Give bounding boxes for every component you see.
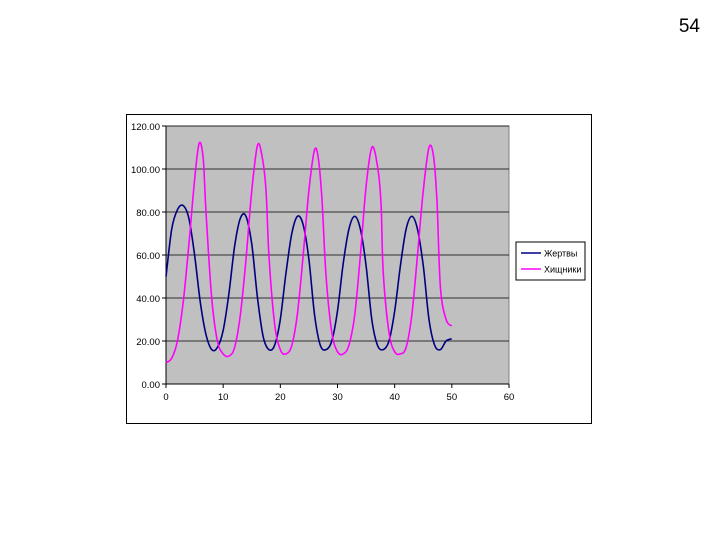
y-tick-label: 80.00 bbox=[136, 208, 160, 219]
x-tick-label: 20 bbox=[275, 392, 286, 403]
x-tick-label: 50 bbox=[447, 392, 458, 403]
y-tick-label: 0.00 bbox=[142, 380, 161, 391]
y-tick-label: 40.00 bbox=[136, 294, 160, 305]
line-chart: 0.00 20.00 40.00 60.00 80.00 100.00 120.00 0 10 2… bbox=[131, 122, 586, 403]
x-tick-label: 10 bbox=[218, 392, 229, 403]
x-tick-label: 30 bbox=[332, 392, 343, 403]
y-tick-label: 60.00 bbox=[136, 251, 160, 262]
x-tick-label: 0 bbox=[163, 392, 168, 403]
y-tick-label: 120.00 bbox=[131, 122, 160, 133]
chart-frame: 0.00 20.00 40.00 60.00 80.00 100.00 120.00 0 10 2… bbox=[126, 114, 592, 424]
y-tick-label: 20.00 bbox=[136, 337, 160, 348]
series-line-2 bbox=[165, 141, 453, 364]
legend-box bbox=[515, 241, 586, 281]
page-number: 54 bbox=[678, 16, 700, 37]
y-tick-label: 100.00 bbox=[131, 165, 160, 176]
legend-label: Хищники bbox=[544, 265, 581, 275]
x-tick-label: 40 bbox=[389, 392, 400, 403]
series-line-1 bbox=[165, 204, 453, 352]
x-tick-label: 60 bbox=[504, 392, 515, 403]
legend-label: Жертвы bbox=[544, 249, 577, 259]
